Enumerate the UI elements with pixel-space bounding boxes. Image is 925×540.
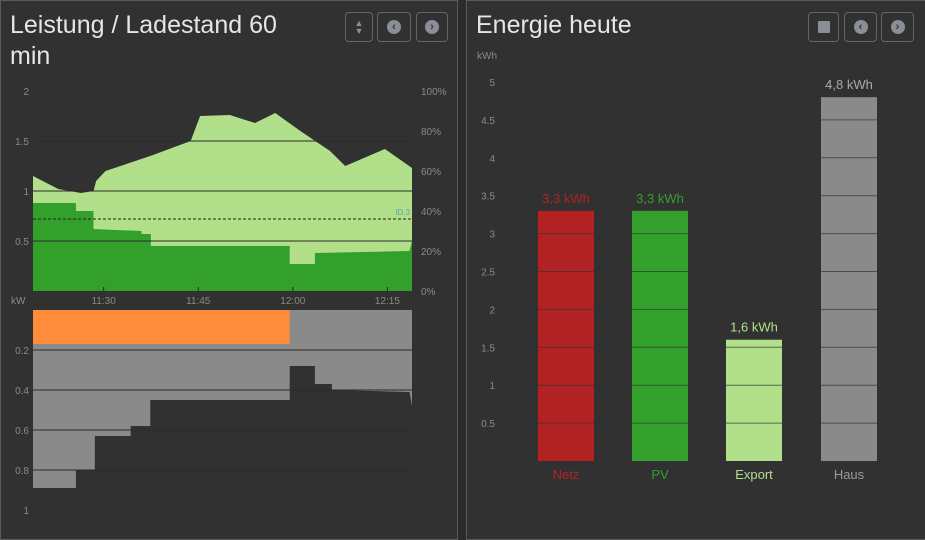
y2-tick-label: 40% xyxy=(421,207,441,218)
bar-export xyxy=(726,339,782,461)
threshold-label: ID.3 xyxy=(395,208,410,217)
y-axis-unit: kWh xyxy=(477,51,497,62)
y2-tick-label: 80% xyxy=(421,127,441,138)
y-tick-label: 3.5 xyxy=(481,192,495,203)
bar-haus xyxy=(821,97,877,461)
y2-tick-label: 60% xyxy=(421,167,441,178)
x-tick-label: 12:00 xyxy=(280,296,305,307)
power-soc-panel: Leistung / Ladestand 60 min ▲ ▼ ‹ › ID.3 2… xyxy=(0,0,458,540)
category-label: Haus xyxy=(834,467,865,482)
x-tick-label: 11:30 xyxy=(91,296,116,307)
y2-tick-label: 0% xyxy=(421,287,436,298)
next-button[interactable]: › xyxy=(881,12,914,42)
x-tick-label: 12:15 xyxy=(375,296,400,307)
y-tick-label: 1 xyxy=(489,381,495,392)
y-tick-label: 0.6 xyxy=(15,426,29,437)
y-tick-label: 1 xyxy=(23,187,29,198)
calendar-button[interactable] xyxy=(808,12,839,42)
y2-tick-label: 100% xyxy=(421,87,447,98)
chevron-left-icon: ‹ xyxy=(387,20,401,34)
house-area xyxy=(33,366,412,529)
pv-area xyxy=(33,203,412,291)
y-tick-label: 3 xyxy=(489,230,495,241)
y-tick-label: 0.8 xyxy=(15,466,29,477)
y-tick-label: 1.5 xyxy=(481,343,495,354)
y-tick-label: 5 xyxy=(489,78,495,89)
y-tick-label: 0.5 xyxy=(481,419,495,430)
data-label: 3,3 kWh xyxy=(636,191,684,206)
data-label: 1,6 kWh xyxy=(730,320,778,335)
x-tick-label: 11:45 xyxy=(186,296,211,307)
battery-area xyxy=(33,310,290,344)
bar-netz xyxy=(538,210,594,461)
bar-pv xyxy=(632,210,688,461)
panel-title: Energie heute xyxy=(476,11,632,39)
y-axis-unit: kW xyxy=(11,296,26,307)
y-tick-label: 2.5 xyxy=(481,268,495,279)
y-tick-label: 4.5 xyxy=(481,116,495,127)
y-tick-label: 2 xyxy=(23,87,29,98)
energy-bar-chart: kWh 5 4.5 4 3.5 3 2.5 2 1.5 1 0.5 3,3 kWh Netz 3,3 kW… xyxy=(477,51,877,482)
category-label: Export xyxy=(735,467,773,482)
data-label: 3,3 kWh xyxy=(542,191,590,206)
chevron-right-icon: › xyxy=(890,20,905,34)
y-tick-label: 4 xyxy=(489,154,495,165)
category-label: Netz xyxy=(553,467,580,482)
y-tick-label: 2 xyxy=(489,305,495,316)
power-chart: ID.3 2 1.5 1 0.5 100% 80% 60% 40% 20% 0% 11:30 11:45… xyxy=(11,87,447,529)
energy-today-panel: Energie heute ‹ › kWh 5 4.5 4 3.5 3 2.5 2 1.5 1 0.… xyxy=(466,0,925,540)
prev-button[interactable]: ‹ xyxy=(377,12,411,42)
y-tick-label: 0.4 xyxy=(15,386,29,397)
sort-button[interactable]: ▲ ▼ xyxy=(345,12,373,42)
panel-title: Leistung / Ladestand 60 min xyxy=(10,11,277,70)
y-tick-label: 0.5 xyxy=(15,237,29,248)
next-button[interactable]: › xyxy=(416,12,448,42)
calendar-icon xyxy=(817,21,830,33)
data-label: 4,8 kWh xyxy=(825,77,873,92)
y2-tick-label: 20% xyxy=(421,247,441,258)
prev-button[interactable]: ‹ xyxy=(844,12,877,42)
chevron-left-icon: ‹ xyxy=(853,20,868,34)
sort-icon: ▲ ▼ xyxy=(354,18,364,36)
y-tick-label: 1.5 xyxy=(15,137,29,148)
y-tick-label: 0.2 xyxy=(15,346,29,357)
y-tick-label: 1 xyxy=(23,506,29,517)
category-label: PV xyxy=(651,467,669,482)
chevron-right-icon: › xyxy=(425,20,439,34)
